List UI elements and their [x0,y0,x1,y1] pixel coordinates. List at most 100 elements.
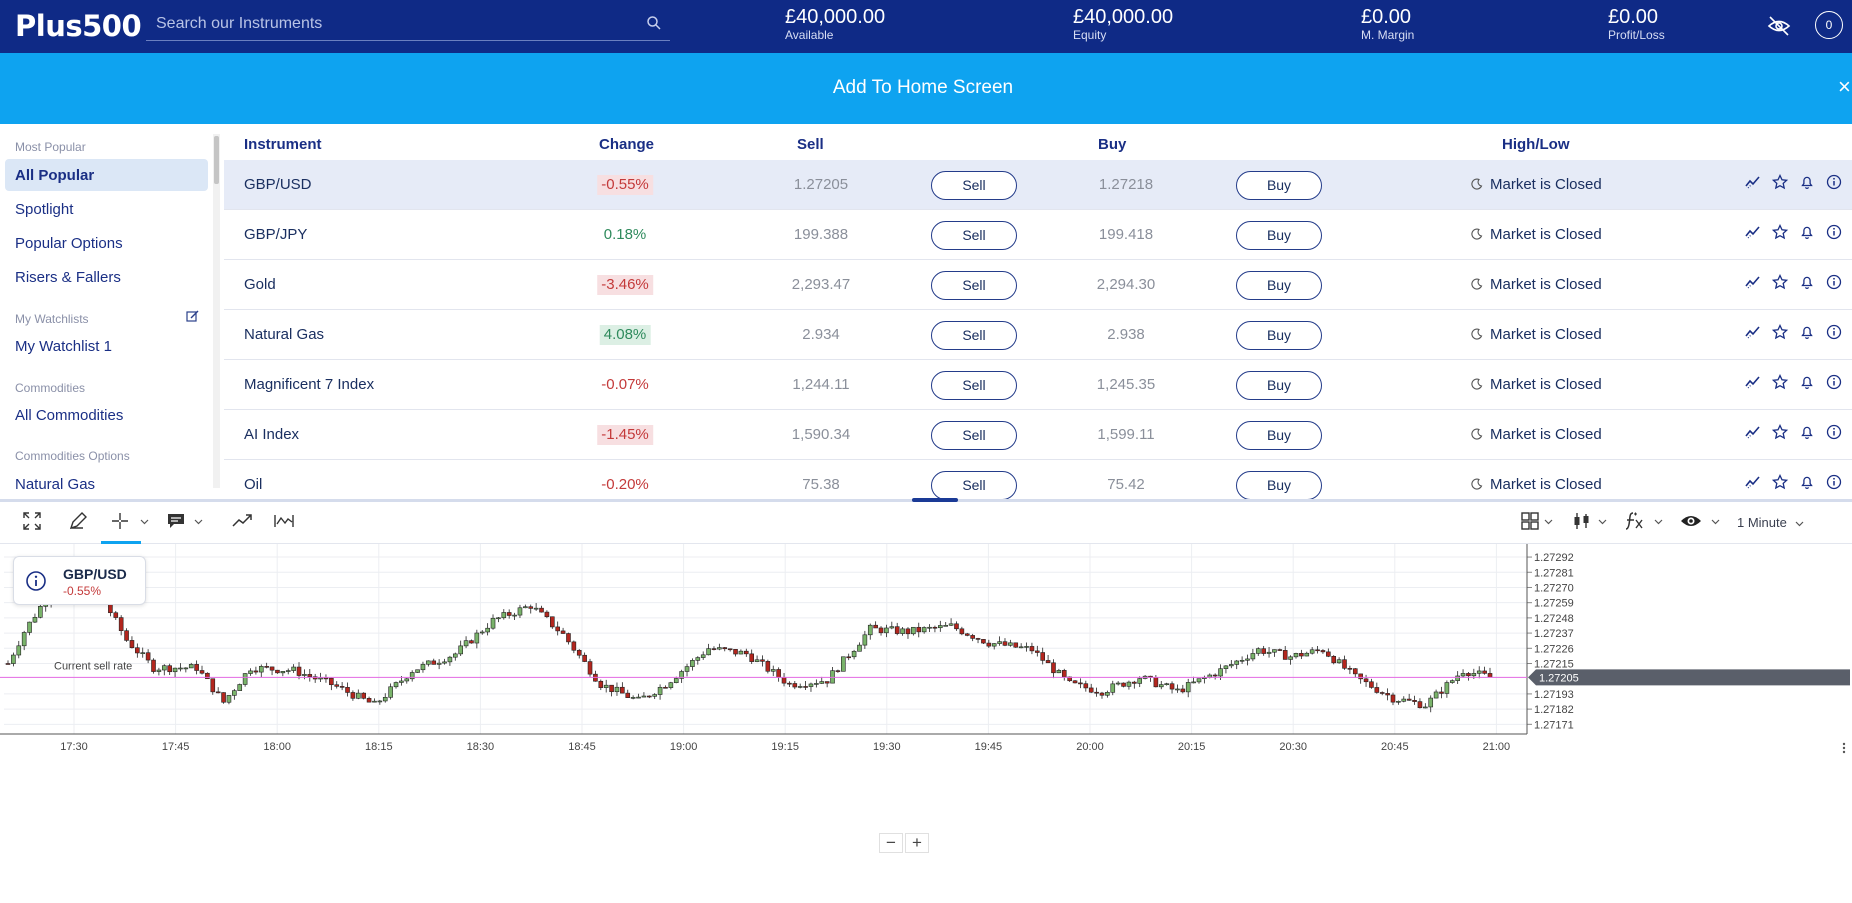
column-header-high-low[interactable]: High/Low [1502,136,1570,153]
column-header-sell[interactable]: Sell [797,136,824,153]
draw-pencil-icon[interactable] [68,511,88,531]
search-box[interactable] [146,8,670,41]
favorite-star-icon[interactable] [1772,324,1788,340]
chart-trend-icon[interactable] [1744,224,1762,240]
sidebar-item-natural-gas[interactable]: Natural Gas [15,476,96,493]
instrument-name[interactable]: Natural Gas [244,326,325,343]
chevron-down-icon[interactable] [1598,519,1607,525]
instrument-name[interactable]: GBP/USD [244,176,312,193]
comment-icon[interactable] [166,511,186,531]
crosshair-icon[interactable] [110,511,130,531]
function-fx-icon[interactable] [1624,511,1646,531]
info-icon[interactable] [1826,274,1842,290]
sell-button[interactable]: Sell [931,171,1017,200]
alert-bell-icon[interactable] [1799,224,1815,240]
buy-button[interactable]: Buy [1236,221,1322,250]
table-row[interactable]: GBP/USD -0.55% 1.27205 Sell 1.27218 Buy Market… [224,160,1852,210]
column-header-change[interactable]: Change [599,136,655,153]
favorite-star-icon[interactable] [1772,174,1788,190]
table-row[interactable]: GBP/JPY 0.18% 199.388 Sell 199.418 Buy Market … [224,210,1852,260]
buy-button[interactable]: Buy [1236,321,1322,350]
table-row[interactable]: AI Index -1.45% 1,590.34 Sell 1,599.11 Buy Mar… [224,410,1852,460]
alert-bell-icon[interactable] [1799,424,1815,440]
chart-trend-icon[interactable] [1744,424,1762,440]
chart-instrument-card[interactable]: GBP/USD -0.55% [13,556,146,605]
favorite-star-icon[interactable] [1772,224,1788,240]
panel-resizer-handle[interactable] [912,498,958,502]
buy-button[interactable]: Buy [1236,171,1322,200]
alert-bell-icon[interactable] [1799,174,1815,190]
hide-balance-eye-icon[interactable] [1766,14,1792,38]
zoom-out-button[interactable]: − [879,833,903,853]
chevron-down-icon[interactable] [1544,519,1553,525]
sidebar-scroll-thumb[interactable] [214,136,219,184]
info-icon[interactable] [1826,174,1842,190]
favorite-star-icon[interactable] [1772,374,1788,390]
chart-trend-icon[interactable] [1744,274,1762,290]
chevron-down-icon[interactable] [1711,519,1720,525]
favorite-star-icon[interactable] [1772,274,1788,290]
info-icon[interactable] [1826,474,1842,490]
layout-grid-icon[interactable] [1520,511,1540,531]
sell-button[interactable]: Sell [931,321,1017,350]
chart-trend-icon[interactable] [1744,374,1762,390]
chevron-down-icon[interactable] [194,519,203,525]
sell-button[interactable]: Sell [931,221,1017,250]
sidebar-item-my-watchlist-1[interactable]: My Watchlist 1 [15,338,112,355]
instrument-name[interactable]: AI Index [244,426,300,443]
close-icon[interactable]: × [1838,74,1851,99]
alert-bell-icon[interactable] [1799,474,1815,490]
instrument-name[interactable]: GBP/JPY [244,226,308,243]
alert-bell-icon[interactable] [1799,374,1815,390]
sidebar-item-spotlight[interactable]: Spotlight [15,201,74,218]
sidebar-item-all-commodities[interactable]: All Commodities [15,407,124,424]
instrument-name[interactable]: Gold [244,276,276,293]
buy-button[interactable]: Buy [1236,271,1322,300]
alert-bell-icon[interactable] [1799,324,1815,340]
chevron-down-icon[interactable] [1654,519,1663,525]
chart-trend-icon[interactable] [1744,174,1762,190]
alert-bell-icon[interactable] [1799,274,1815,290]
buy-button[interactable]: Buy [1236,421,1322,450]
info-icon[interactable] [1826,324,1842,340]
chevron-down-icon[interactable] [140,519,149,525]
column-header-instrument[interactable]: Instrument [244,136,322,153]
indicator-wave-icon[interactable] [273,511,295,531]
chart-trend-icon[interactable] [1744,474,1762,490]
column-header-buy[interactable]: Buy [1098,136,1127,153]
notifications-badge[interactable]: 0 [1815,11,1843,39]
info-icon[interactable] [1826,224,1842,240]
info-icon[interactable] [25,570,47,592]
table-row[interactable]: Magnificent 7 Index -0.07% 1,244.11 Sell 1,2… [224,360,1852,410]
table-row[interactable]: Oil -0.20% 75.38 Sell 75.42 Buy Market is Clos… [224,460,1852,500]
info-icon[interactable] [1826,374,1842,390]
brand-logo[interactable]: Plus500 [15,9,142,43]
sell-button[interactable]: Sell [931,371,1017,400]
favorite-star-icon[interactable] [1772,474,1788,490]
candlestick-type-icon[interactable] [1572,511,1592,531]
edit-watchlist-icon[interactable] [186,310,199,323]
sidebar-item-all-popular[interactable]: All Popular [15,167,95,184]
sell-button[interactable]: Sell [931,421,1017,450]
sidebar-item-risers-fallers[interactable]: Risers & Fallers [15,269,121,286]
zoom-in-button[interactable]: + [905,833,929,853]
banner-text[interactable]: Add To Home Screen [832,77,1014,98]
sidebar-scrollbar[interactable] [213,134,220,488]
trend-lines-icon[interactable] [231,511,253,531]
chart-trend-icon[interactable] [1744,324,1762,340]
sell-button[interactable]: Sell [931,271,1017,300]
info-icon[interactable] [1826,424,1842,440]
instrument-name[interactable]: Magnificent 7 Index [244,376,375,393]
table-row[interactable]: Gold -3.46% 2,293.47 Sell 2,294.30 Buy Market … [224,260,1852,310]
sidebar-item-popular-options[interactable]: Popular Options [15,235,123,252]
fullscreen-icon[interactable] [22,511,42,531]
timeframe-select[interactable]: 1 Minute [1737,515,1804,530]
visibility-eye-icon[interactable] [1680,511,1702,531]
sell-button[interactable]: Sell [931,471,1017,500]
favorite-star-icon[interactable] [1772,424,1788,440]
search-input[interactable] [156,13,636,35]
instrument-name[interactable]: Oil [244,476,263,493]
table-row[interactable]: Natural Gas 4.08% 2.934 Sell 2.938 Buy Market … [224,310,1852,360]
search-icon[interactable] [646,15,662,31]
buy-button[interactable]: Buy [1236,471,1322,500]
